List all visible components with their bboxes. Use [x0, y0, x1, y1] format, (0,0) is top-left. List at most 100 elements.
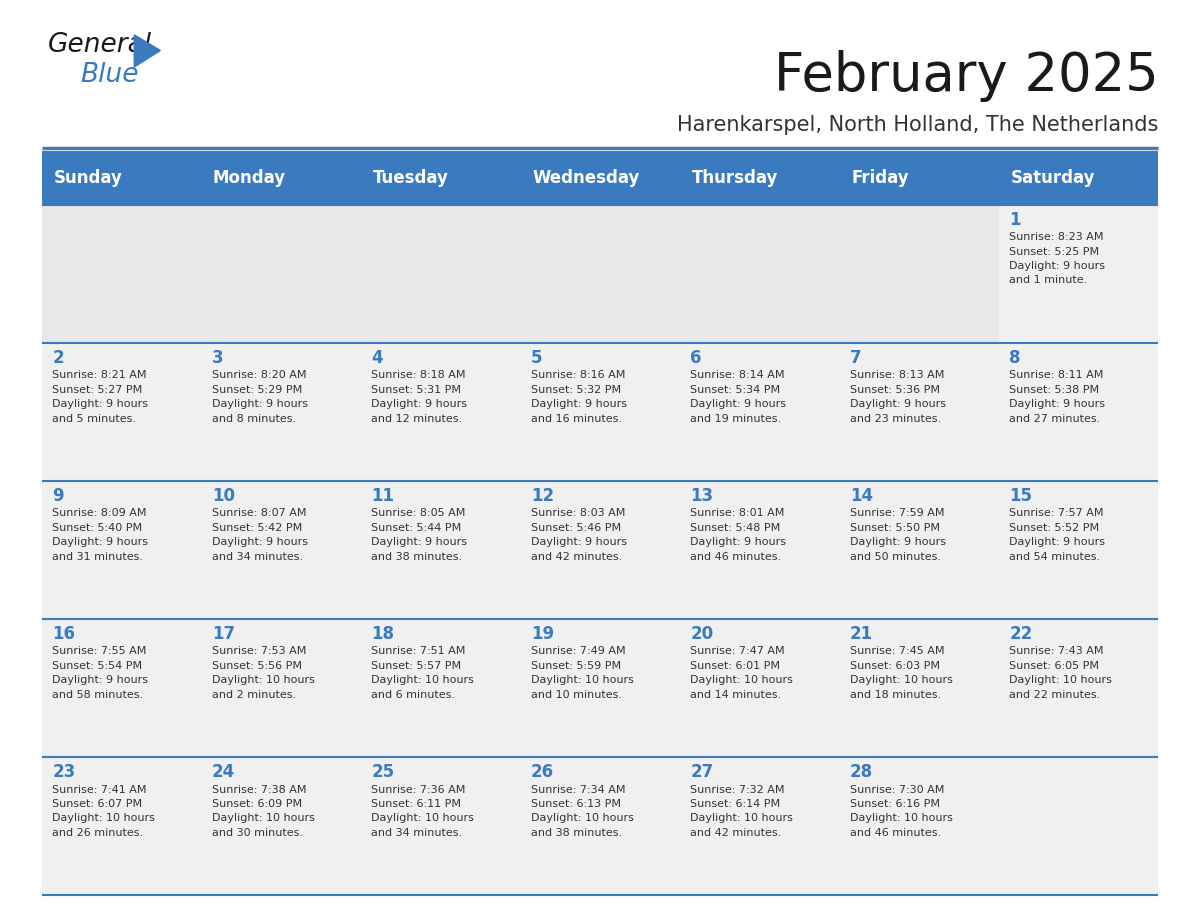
Text: Sunrise: 7:45 AM
Sunset: 6:03 PM
Daylight: 10 hours
and 18 minutes.: Sunrise: 7:45 AM Sunset: 6:03 PM Dayligh… [849, 646, 953, 700]
Text: 21: 21 [849, 625, 873, 644]
Bar [839, 342, 999, 481]
Bar [361, 757, 520, 895]
Text: Sunrise: 8:13 AM
Sunset: 5:36 PM
Daylight: 9 hours
and 23 minutes.: Sunrise: 8:13 AM Sunset: 5:36 PM Dayligh… [849, 370, 946, 423]
Text: 24: 24 [211, 764, 235, 781]
Text: Sunrise: 8:09 AM
Sunset: 5:40 PM
Daylight: 9 hours
and 31 minutes.: Sunrise: 8:09 AM Sunset: 5:40 PM Dayligh… [52, 509, 148, 562]
Text: Sunrise: 7:59 AM
Sunset: 5:50 PM
Daylight: 9 hours
and 50 minutes.: Sunrise: 7:59 AM Sunset: 5:50 PM Dayligh… [849, 509, 946, 562]
Bar [42, 757, 201, 895]
Text: Sunrise: 8:03 AM
Sunset: 5:46 PM
Daylight: 9 hours
and 42 minutes.: Sunrise: 8:03 AM Sunset: 5:46 PM Dayligh… [531, 509, 627, 562]
Text: 20: 20 [690, 625, 714, 644]
Text: 16: 16 [52, 625, 75, 644]
Text: Sunrise: 7:38 AM
Sunset: 6:09 PM
Daylight: 10 hours
and 30 minutes.: Sunrise: 7:38 AM Sunset: 6:09 PM Dayligh… [211, 785, 315, 838]
Text: Sunrise: 7:32 AM
Sunset: 6:14 PM
Daylight: 10 hours
and 42 minutes.: Sunrise: 7:32 AM Sunset: 6:14 PM Dayligh… [690, 785, 794, 838]
Text: Sunrise: 7:34 AM
Sunset: 6:13 PM
Daylight: 10 hours
and 38 minutes.: Sunrise: 7:34 AM Sunset: 6:13 PM Dayligh… [531, 785, 633, 838]
Bar [361, 342, 520, 481]
Text: Tuesday: Tuesday [373, 169, 448, 187]
Text: 25: 25 [372, 764, 394, 781]
Bar [839, 205, 999, 342]
Text: 23: 23 [52, 764, 76, 781]
Bar [201, 481, 361, 619]
Text: 4: 4 [372, 349, 383, 367]
Text: 26: 26 [531, 764, 554, 781]
Bar [201, 342, 361, 481]
Text: 28: 28 [849, 764, 873, 781]
Text: 6: 6 [690, 349, 702, 367]
Bar [201, 619, 361, 757]
Bar [999, 757, 1158, 895]
Text: Sunrise: 7:49 AM
Sunset: 5:59 PM
Daylight: 10 hours
and 10 minutes.: Sunrise: 7:49 AM Sunset: 5:59 PM Dayligh… [531, 646, 633, 700]
Text: Sunrise: 7:41 AM
Sunset: 6:07 PM
Daylight: 10 hours
and 26 minutes.: Sunrise: 7:41 AM Sunset: 6:07 PM Dayligh… [52, 785, 156, 838]
Text: Sunrise: 8:07 AM
Sunset: 5:42 PM
Daylight: 9 hours
and 34 minutes.: Sunrise: 8:07 AM Sunset: 5:42 PM Dayligh… [211, 509, 308, 562]
Bar [999, 619, 1158, 757]
Text: Blue: Blue [81, 62, 139, 87]
Bar [361, 619, 520, 757]
Text: 22: 22 [1010, 625, 1032, 644]
Text: Sunday: Sunday [53, 169, 122, 187]
Bar [201, 205, 361, 342]
Text: Sunrise: 7:47 AM
Sunset: 6:01 PM
Daylight: 10 hours
and 14 minutes.: Sunrise: 7:47 AM Sunset: 6:01 PM Dayligh… [690, 646, 794, 700]
Text: Sunrise: 8:01 AM
Sunset: 5:48 PM
Daylight: 9 hours
and 46 minutes.: Sunrise: 8:01 AM Sunset: 5:48 PM Dayligh… [690, 509, 786, 562]
Bar [999, 481, 1158, 619]
Bar [201, 757, 361, 895]
Bar [999, 205, 1158, 342]
Bar [361, 481, 520, 619]
Text: 10: 10 [211, 487, 235, 505]
Text: 14: 14 [849, 487, 873, 505]
Bar [680, 205, 839, 342]
Text: Wednesday: Wednesday [532, 169, 639, 187]
Text: 27: 27 [690, 764, 714, 781]
Text: Sunrise: 8:23 AM
Sunset: 5:25 PM
Daylight: 9 hours
and 1 minute.: Sunrise: 8:23 AM Sunset: 5:25 PM Dayligh… [1010, 232, 1106, 285]
Text: Sunrise: 8:20 AM
Sunset: 5:29 PM
Daylight: 9 hours
and 8 minutes.: Sunrise: 8:20 AM Sunset: 5:29 PM Dayligh… [211, 370, 308, 423]
Text: Sunrise: 7:30 AM
Sunset: 6:16 PM
Daylight: 10 hours
and 46 minutes.: Sunrise: 7:30 AM Sunset: 6:16 PM Dayligh… [849, 785, 953, 838]
Text: Sunrise: 8:16 AM
Sunset: 5:32 PM
Daylight: 9 hours
and 16 minutes.: Sunrise: 8:16 AM Sunset: 5:32 PM Dayligh… [531, 370, 627, 423]
Bar [42, 619, 201, 757]
Text: 19: 19 [531, 625, 554, 644]
Text: 1: 1 [1010, 211, 1020, 230]
Bar [680, 619, 839, 757]
Bar [42, 205, 201, 342]
Text: Sunrise: 8:05 AM
Sunset: 5:44 PM
Daylight: 9 hours
and 38 minutes.: Sunrise: 8:05 AM Sunset: 5:44 PM Dayligh… [372, 509, 467, 562]
Bar [42, 481, 201, 619]
Bar [42, 342, 201, 481]
Text: Sunrise: 7:57 AM
Sunset: 5:52 PM
Daylight: 9 hours
and 54 minutes.: Sunrise: 7:57 AM Sunset: 5:52 PM Dayligh… [1010, 509, 1106, 562]
Text: 9: 9 [52, 487, 64, 505]
Text: Monday: Monday [213, 169, 286, 187]
Text: Sunrise: 7:51 AM
Sunset: 5:57 PM
Daylight: 10 hours
and 6 minutes.: Sunrise: 7:51 AM Sunset: 5:57 PM Dayligh… [372, 646, 474, 700]
Bar [680, 481, 839, 619]
Text: Harenkarspel, North Holland, The Netherlands: Harenkarspel, North Holland, The Netherl… [677, 115, 1158, 135]
Text: 8: 8 [1010, 349, 1020, 367]
Text: General: General [48, 32, 152, 58]
Text: Saturday: Saturday [1011, 169, 1095, 187]
Bar [42, 151, 1158, 205]
Text: 3: 3 [211, 349, 223, 367]
Text: 17: 17 [211, 625, 235, 644]
Bar [839, 481, 999, 619]
Bar [520, 619, 680, 757]
Bar [520, 205, 680, 342]
Text: 15: 15 [1010, 487, 1032, 505]
Text: 13: 13 [690, 487, 714, 505]
Text: Sunrise: 8:14 AM
Sunset: 5:34 PM
Daylight: 9 hours
and 19 minutes.: Sunrise: 8:14 AM Sunset: 5:34 PM Dayligh… [690, 370, 786, 423]
Bar [680, 757, 839, 895]
Text: 12: 12 [531, 487, 554, 505]
Bar [680, 342, 839, 481]
Text: Friday: Friday [851, 169, 909, 187]
Text: Sunrise: 8:21 AM
Sunset: 5:27 PM
Daylight: 9 hours
and 5 minutes.: Sunrise: 8:21 AM Sunset: 5:27 PM Dayligh… [52, 370, 148, 423]
Text: 18: 18 [372, 625, 394, 644]
Bar [839, 619, 999, 757]
Text: Thursday: Thursday [691, 169, 778, 187]
Bar [520, 757, 680, 895]
Text: Sunrise: 7:55 AM
Sunset: 5:54 PM
Daylight: 9 hours
and 58 minutes.: Sunrise: 7:55 AM Sunset: 5:54 PM Dayligh… [52, 646, 148, 700]
Bar [361, 205, 520, 342]
Bar [520, 481, 680, 619]
Text: Sunrise: 8:18 AM
Sunset: 5:31 PM
Daylight: 9 hours
and 12 minutes.: Sunrise: 8:18 AM Sunset: 5:31 PM Dayligh… [372, 370, 467, 423]
Text: 2: 2 [52, 349, 64, 367]
Text: Sunrise: 7:53 AM
Sunset: 5:56 PM
Daylight: 10 hours
and 2 minutes.: Sunrise: 7:53 AM Sunset: 5:56 PM Dayligh… [211, 646, 315, 700]
Text: Sunrise: 7:36 AM
Sunset: 6:11 PM
Daylight: 10 hours
and 34 minutes.: Sunrise: 7:36 AM Sunset: 6:11 PM Dayligh… [372, 785, 474, 838]
Text: 5: 5 [531, 349, 543, 367]
Text: 11: 11 [372, 487, 394, 505]
Bar [999, 342, 1158, 481]
Bar [839, 757, 999, 895]
Text: Sunrise: 7:43 AM
Sunset: 6:05 PM
Daylight: 10 hours
and 22 minutes.: Sunrise: 7:43 AM Sunset: 6:05 PM Dayligh… [1010, 646, 1112, 700]
Bar [520, 342, 680, 481]
